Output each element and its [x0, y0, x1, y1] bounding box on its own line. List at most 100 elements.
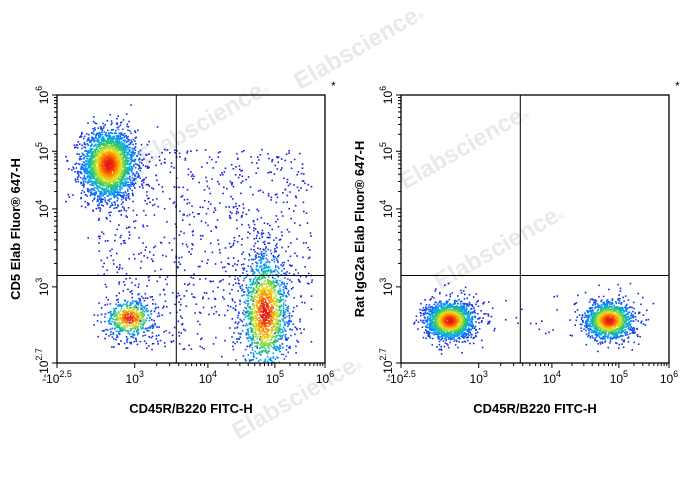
event-point — [124, 319, 126, 322]
event-point — [247, 176, 250, 178]
event-point — [263, 252, 266, 255]
event-point — [235, 166, 237, 168]
event-point — [271, 361, 273, 364]
event-point — [101, 171, 103, 173]
event-point — [267, 280, 269, 283]
event-point — [284, 335, 286, 338]
event-point — [276, 312, 279, 314]
event-point — [257, 167, 259, 169]
event-point — [259, 352, 261, 354]
event-point — [138, 283, 140, 286]
event-point — [122, 322, 124, 324]
event-point — [242, 279, 245, 282]
event-point — [146, 225, 149, 227]
event-point — [279, 345, 282, 347]
event-point — [288, 231, 290, 233]
event-point — [255, 325, 258, 327]
event-point — [282, 306, 285, 308]
event-point — [245, 302, 247, 305]
event-point — [264, 347, 266, 350]
event-point — [191, 293, 193, 295]
event-point — [236, 210, 238, 213]
event-point — [224, 247, 227, 249]
event-point — [143, 321, 145, 324]
event-point — [305, 242, 308, 244]
event-point — [98, 202, 101, 205]
event-point — [310, 185, 313, 188]
event-point — [111, 346, 113, 348]
event-point — [240, 287, 242, 290]
event-point — [135, 136, 138, 139]
event-point — [130, 304, 132, 306]
event-point — [106, 147, 108, 150]
event-point — [150, 313, 153, 315]
event-point — [121, 304, 124, 307]
event-point — [247, 289, 250, 292]
event-point — [127, 207, 130, 209]
event-point — [104, 181, 106, 183]
event-point — [269, 358, 272, 360]
event-point — [125, 303, 127, 306]
event-point — [164, 148, 166, 151]
event-point — [185, 290, 188, 292]
event-point — [76, 147, 79, 149]
event-point — [145, 342, 148, 345]
event-point — [118, 132, 120, 135]
event-point — [261, 285, 263, 288]
event-point — [117, 205, 119, 207]
event-point — [260, 289, 262, 291]
event-point — [219, 174, 222, 176]
event-point — [138, 253, 140, 255]
event-point — [270, 281, 273, 284]
event-point — [126, 329, 129, 332]
event-point — [119, 266, 121, 269]
event-point — [123, 312, 126, 314]
event-point — [119, 316, 121, 319]
event-point — [153, 310, 156, 313]
event-point — [244, 358, 247, 361]
event-point — [232, 242, 235, 245]
event-point — [126, 166, 129, 169]
event-point — [259, 343, 262, 345]
event-point — [255, 279, 258, 281]
event-point — [276, 270, 279, 273]
event-point — [260, 330, 262, 333]
event-point — [191, 211, 194, 214]
event-point — [235, 359, 237, 361]
event-point — [252, 329, 254, 331]
event-point — [212, 343, 215, 345]
event-point — [118, 126, 120, 128]
event-point — [267, 360, 269, 363]
event-point — [241, 330, 244, 332]
event-point — [240, 192, 242, 195]
event-point — [107, 153, 109, 156]
event-point — [274, 339, 277, 342]
event-point — [253, 229, 255, 232]
event-point — [105, 201, 107, 204]
event-point — [116, 271, 119, 274]
event-point — [248, 323, 251, 326]
event-point — [274, 338, 277, 341]
event-point — [89, 149, 92, 151]
event-point — [208, 313, 210, 316]
event-point — [265, 254, 268, 257]
event-point — [116, 326, 119, 328]
event-point — [259, 248, 262, 250]
event-point — [232, 307, 235, 309]
event-point — [127, 163, 129, 166]
event-point — [241, 150, 243, 153]
event-point — [283, 324, 286, 326]
event-point — [247, 231, 249, 233]
event-point — [106, 177, 109, 179]
event-point — [139, 308, 142, 311]
event-point — [140, 303, 142, 305]
event-point — [119, 179, 121, 182]
event-point — [134, 151, 136, 154]
event-point — [164, 278, 167, 281]
event-point — [134, 145, 137, 148]
event-point — [99, 183, 101, 185]
event-point — [158, 334, 160, 337]
event-point — [155, 174, 157, 176]
event-point — [161, 314, 163, 316]
event-point — [137, 173, 140, 175]
